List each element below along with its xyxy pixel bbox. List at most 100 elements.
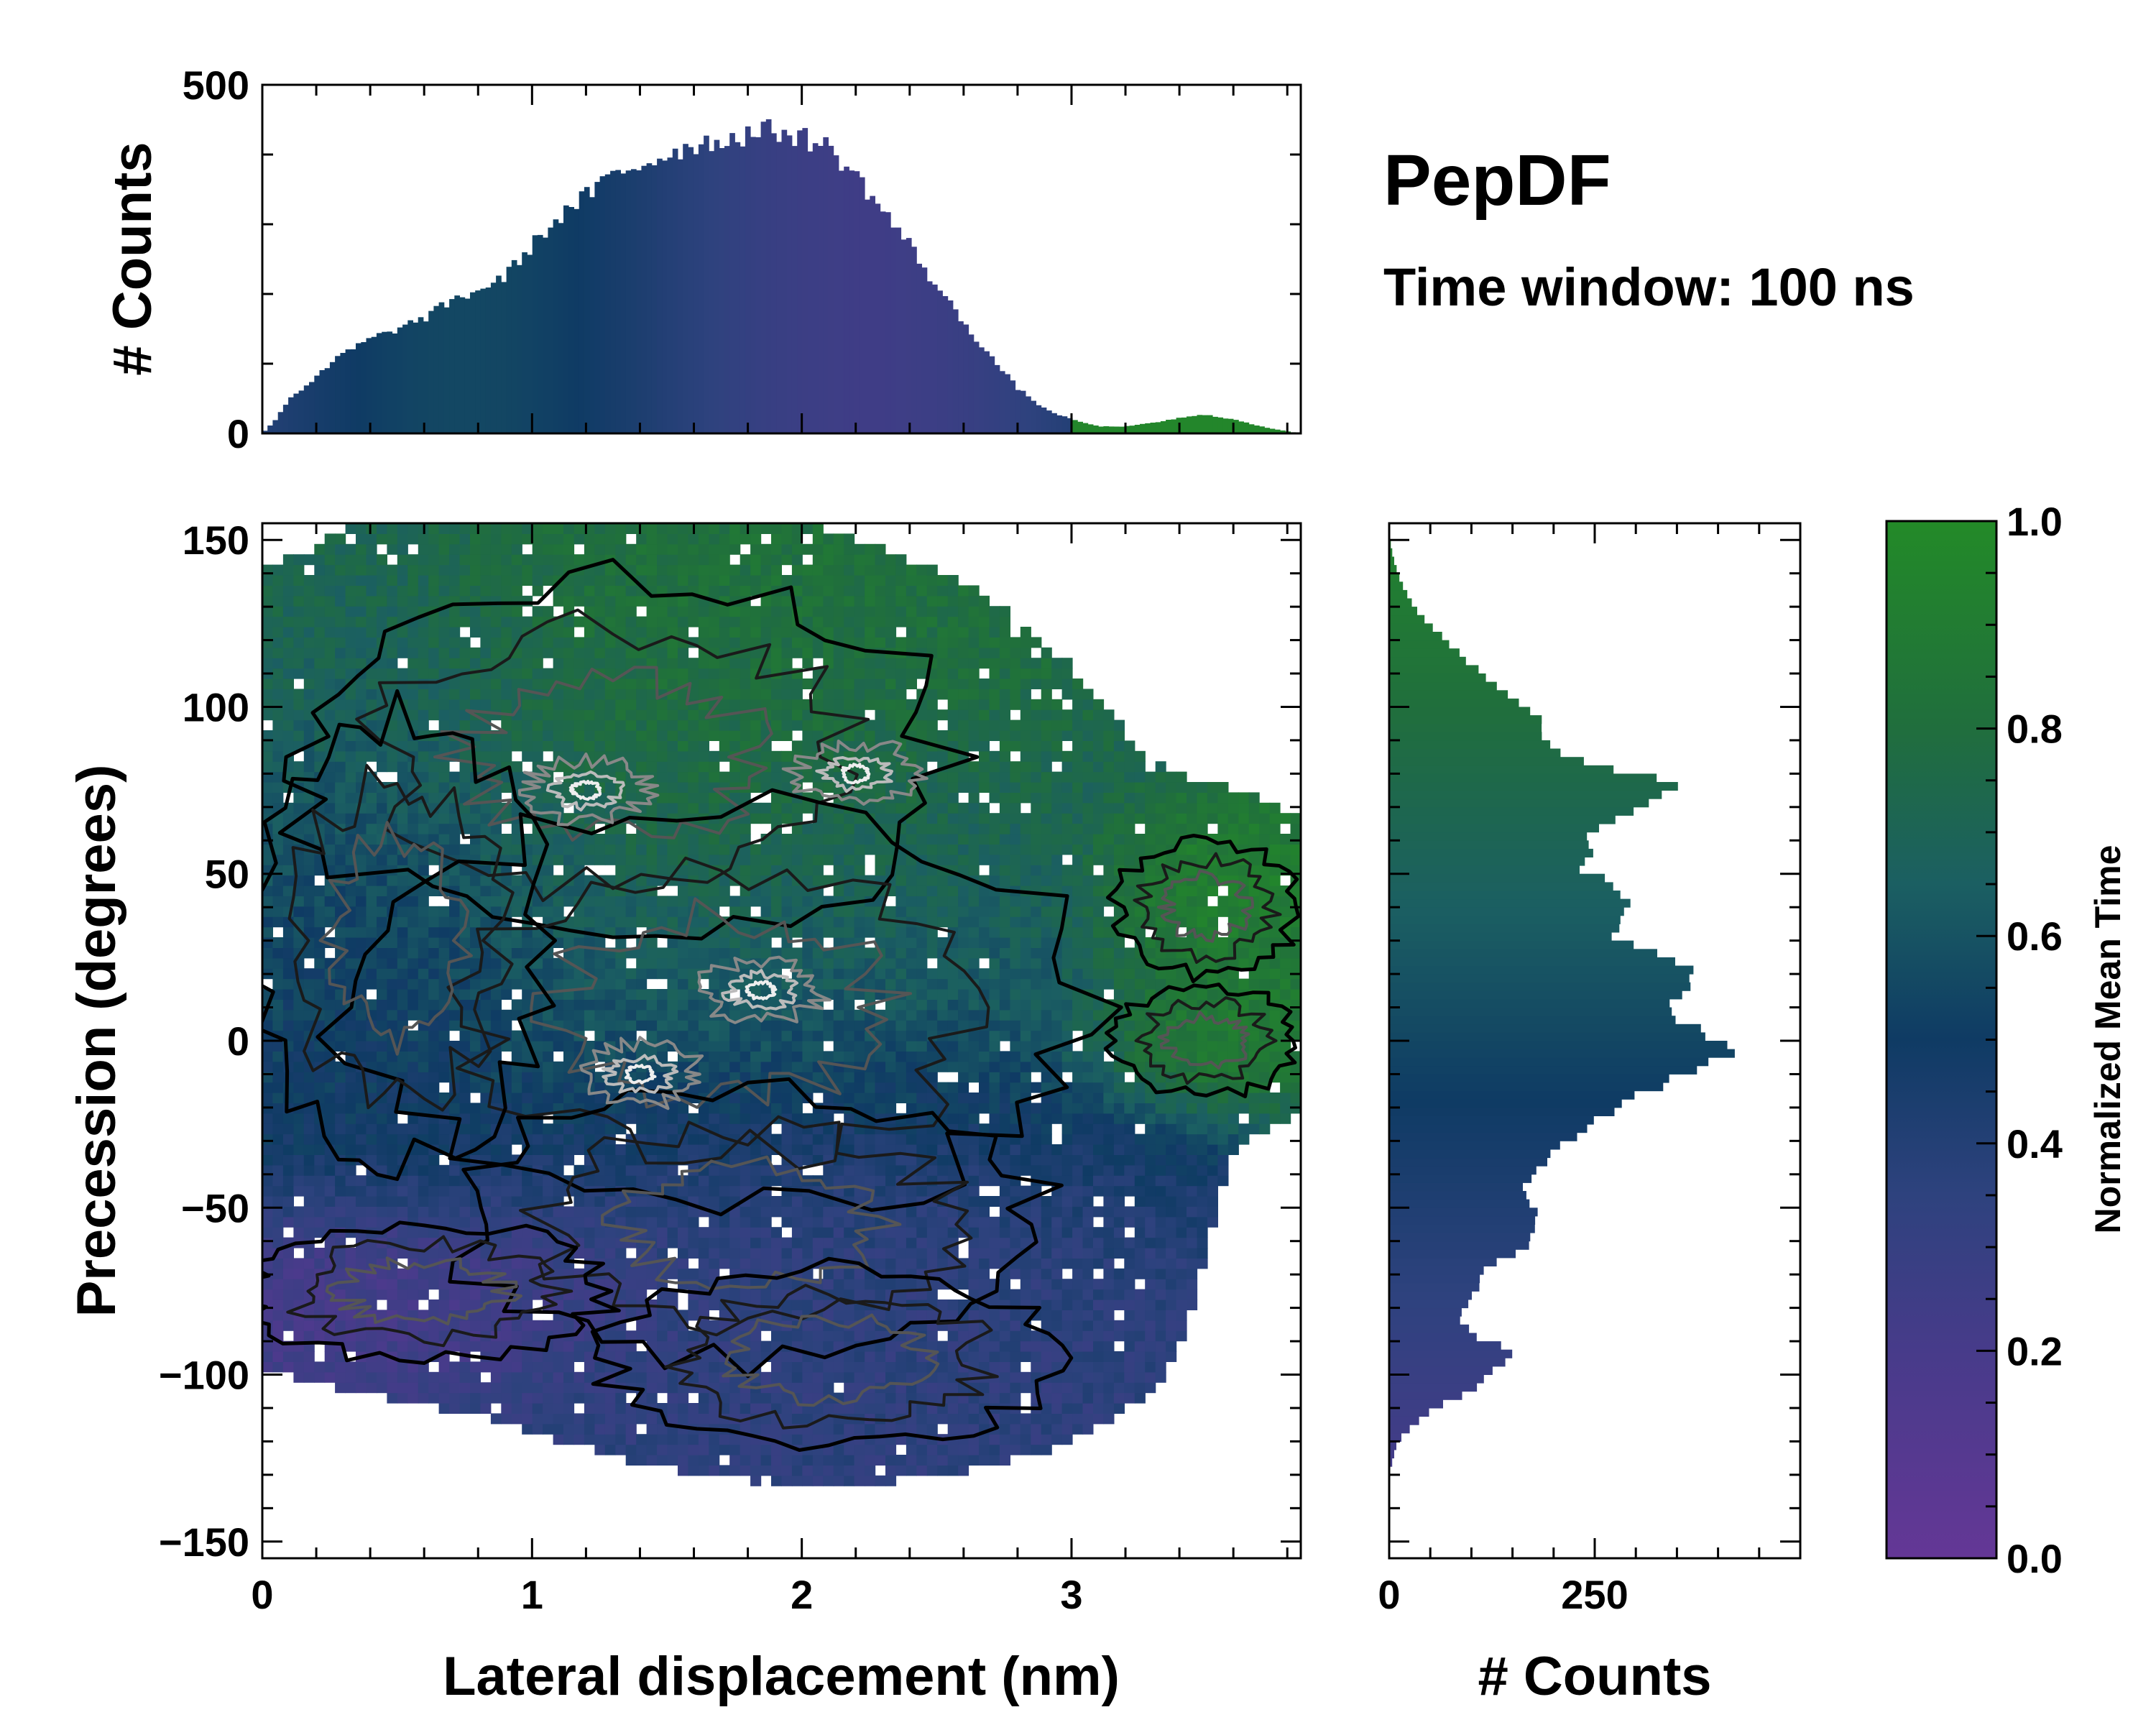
heatmap-cell — [833, 834, 844, 845]
heatmap-cell — [345, 792, 356, 804]
heatmap-cell — [781, 1475, 793, 1486]
heatmap-cell — [335, 595, 346, 607]
heatmap-cell — [553, 1092, 564, 1103]
heatmap-cell — [490, 1009, 502, 1021]
heatmap-cell — [750, 1144, 762, 1155]
heatmap-cell — [646, 916, 658, 928]
heatmap-cell — [791, 1465, 803, 1476]
top-histogram-bar — [604, 174, 611, 433]
top-histogram-bar — [288, 397, 294, 433]
heatmap-cell — [760, 1465, 772, 1476]
heatmap-cell — [335, 1361, 346, 1373]
heatmap-cell — [428, 523, 440, 524]
top-histogram-bar — [729, 133, 735, 433]
heatmap-cell — [366, 1361, 377, 1373]
heatmap-cell — [335, 1030, 346, 1041]
heatmap-cell — [719, 678, 730, 689]
heatmap-cell — [719, 1185, 730, 1197]
heatmap-cell — [511, 1351, 522, 1362]
heatmap-cell — [262, 637, 273, 648]
heatmap-cell — [823, 978, 834, 990]
heatmap-cell — [387, 968, 398, 980]
heatmap-cell — [470, 1371, 481, 1383]
heatmap-cell — [511, 834, 522, 845]
heatmap-cell — [573, 1133, 585, 1145]
heatmap-cell — [791, 699, 803, 710]
heatmap-cell — [438, 1185, 450, 1197]
heatmap-cell — [449, 1371, 461, 1383]
top-histogram-bar — [1108, 426, 1115, 433]
heatmap-cell — [470, 823, 481, 834]
heatmap-cell — [366, 1113, 377, 1124]
heatmap-cell — [698, 782, 709, 793]
heatmap-cell — [771, 1103, 782, 1114]
heatmap-cell — [750, 1403, 762, 1414]
heatmap-cell — [511, 575, 522, 586]
heatmap-cell — [594, 575, 606, 586]
heatmap-cell — [636, 637, 648, 648]
heatmap-cell — [709, 834, 720, 845]
heatmap-cell — [553, 1123, 564, 1135]
top-histogram-bar — [599, 176, 606, 433]
heatmap-cell — [823, 854, 834, 865]
heatmap-cell — [688, 1133, 699, 1145]
heatmap-cell — [740, 1051, 751, 1062]
heatmap-cell — [698, 999, 709, 1011]
heatmap-cell — [553, 1423, 564, 1435]
heatmap-cell — [646, 1113, 658, 1124]
heatmap-cell — [573, 709, 585, 721]
heatmap-cell — [480, 606, 492, 617]
heatmap-cell — [823, 1216, 834, 1228]
heatmap-cell — [356, 575, 367, 586]
heatmap-cell — [345, 523, 356, 534]
heatmap-cell — [823, 627, 834, 638]
top-histogram-bar — [926, 281, 933, 433]
heatmap-cell — [511, 947, 522, 959]
heatmap-cell — [553, 523, 564, 524]
heatmap-cell — [397, 730, 408, 741]
heatmap-cell — [615, 999, 627, 1011]
heatmap-cell — [543, 1206, 554, 1218]
heatmap-cell — [272, 834, 284, 845]
heatmap-cell — [678, 1103, 689, 1114]
heatmap-cell — [449, 575, 461, 586]
heatmap-cell — [709, 1320, 720, 1331]
top-histogram-bar — [875, 203, 881, 433]
heatmap-cell — [636, 1268, 648, 1279]
heatmap-cell — [771, 1392, 782, 1404]
heatmap-cell — [625, 916, 637, 928]
heatmap-cell — [823, 1279, 834, 1290]
heatmap-cell — [356, 1133, 367, 1145]
heatmap-cell — [636, 730, 648, 741]
heatmap-cell — [604, 719, 616, 731]
heatmap-cell — [594, 1123, 606, 1135]
heatmap-cell — [324, 606, 336, 617]
heatmap-cell — [272, 1279, 284, 1290]
heatmap-cell — [511, 523, 522, 524]
heatmap-cell — [771, 637, 782, 648]
heatmap-cell — [428, 957, 440, 969]
heatmap-cell — [563, 896, 575, 907]
heatmap-cell — [667, 989, 678, 1000]
heatmap-cell — [387, 875, 398, 886]
heatmap-cell — [678, 740, 689, 752]
top-histogram-bar — [1026, 396, 1031, 433]
heatmap-cell — [501, 637, 512, 648]
heatmap-cell — [501, 1196, 512, 1207]
heatmap-cell — [604, 1175, 616, 1187]
heatmap-cell — [719, 637, 730, 648]
heatmap-cell — [438, 1361, 450, 1373]
heatmap-cell — [802, 1061, 814, 1072]
top-histogram-bar — [890, 227, 896, 433]
heatmap-cell — [438, 585, 450, 597]
heatmap-cell — [719, 699, 730, 710]
heatmap-cell — [573, 1144, 585, 1155]
heatmap-cell — [750, 658, 762, 669]
heatmap-cell — [604, 1413, 616, 1425]
heatmap-cell — [615, 926, 627, 938]
heatmap-cell — [377, 1289, 387, 1300]
heatmap-cell — [418, 1330, 429, 1342]
heatmap-cell — [688, 844, 699, 855]
heatmap-cell — [356, 906, 367, 917]
heatmap-cell — [584, 575, 595, 586]
